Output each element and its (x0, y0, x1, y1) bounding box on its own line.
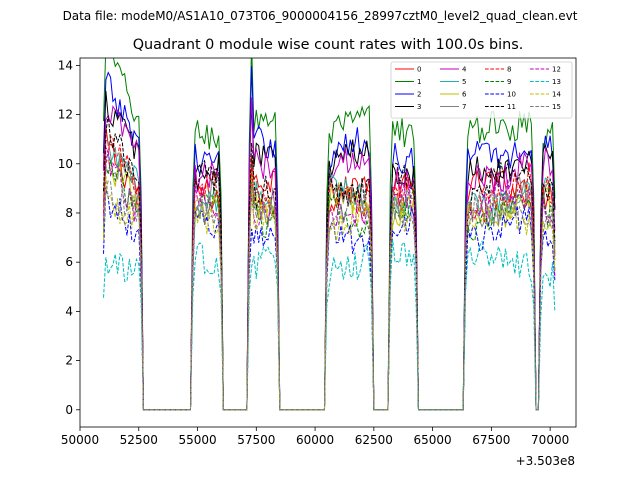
y-axis: 0 2 4 6 8 10 12 14 (58, 58, 80, 417)
series-line-11 (103, 115, 556, 411)
chart-suptitle: Data file: modeM0/AS1A10_073T06_90000041… (63, 9, 578, 23)
x-tick-label: 52500 (120, 433, 158, 447)
series-line-2 (103, 65, 556, 411)
x-tick-label: 65000 (414, 433, 452, 447)
legend-label-3: 3 (417, 103, 421, 111)
series-line-12 (103, 149, 556, 411)
y-tick-label: 14 (58, 58, 73, 72)
series-line-13 (103, 239, 556, 411)
legend-label-10: 10 (507, 91, 516, 99)
y-tick-label: 0 (65, 403, 73, 417)
legend-box (390, 61, 573, 119)
legend-label-5: 5 (462, 78, 466, 86)
legend-label-4: 4 (462, 66, 467, 74)
y-tick-label: 12 (58, 108, 73, 122)
series-line-1 (103, 58, 556, 411)
legend-label-11: 11 (507, 103, 516, 111)
x-tick-label: 50000 (61, 433, 99, 447)
x-tick-label: 70000 (531, 433, 569, 447)
x-tick-label: 62500 (355, 433, 393, 447)
x-axis: 50000 52500 55000 57500 60000 62500 65000 67500… (61, 427, 569, 447)
legend-label-1: 1 (417, 78, 421, 86)
chart-title: Quadrant 0 module wise count rates with … (133, 37, 524, 53)
x-tick-label: 55000 (178, 433, 216, 447)
legend-label-12: 12 (552, 66, 561, 74)
legend-label-6: 6 (462, 91, 467, 99)
series-line-4 (103, 97, 556, 411)
legend-label-15: 15 (552, 103, 561, 111)
y-tick-label: 6 (65, 255, 73, 269)
legend-label-0: 0 (417, 66, 421, 74)
legend-label-9: 9 (507, 78, 511, 86)
series-line-3 (103, 90, 556, 411)
y-tick-label: 4 (65, 304, 73, 318)
series-line-9 (103, 160, 556, 411)
legend-label-14: 14 (552, 91, 561, 99)
x-offset-label: +3.503e8 (516, 454, 575, 468)
legend-label-8: 8 (507, 66, 511, 74)
x-tick-label: 67500 (472, 433, 510, 447)
x-tick-label: 60000 (296, 433, 334, 447)
y-tick-label: 2 (65, 354, 73, 368)
legend-label-2: 2 (417, 91, 421, 99)
y-tick-label: 8 (65, 206, 73, 220)
series-line-15 (103, 180, 556, 411)
legend-label-7: 7 (462, 103, 466, 111)
y-tick-label: 10 (58, 157, 73, 171)
legend-label-13: 13 (552, 78, 561, 86)
chart-series-group (103, 58, 556, 411)
x-tick-label: 57500 (237, 433, 275, 447)
plot-frame (79, 57, 577, 428)
